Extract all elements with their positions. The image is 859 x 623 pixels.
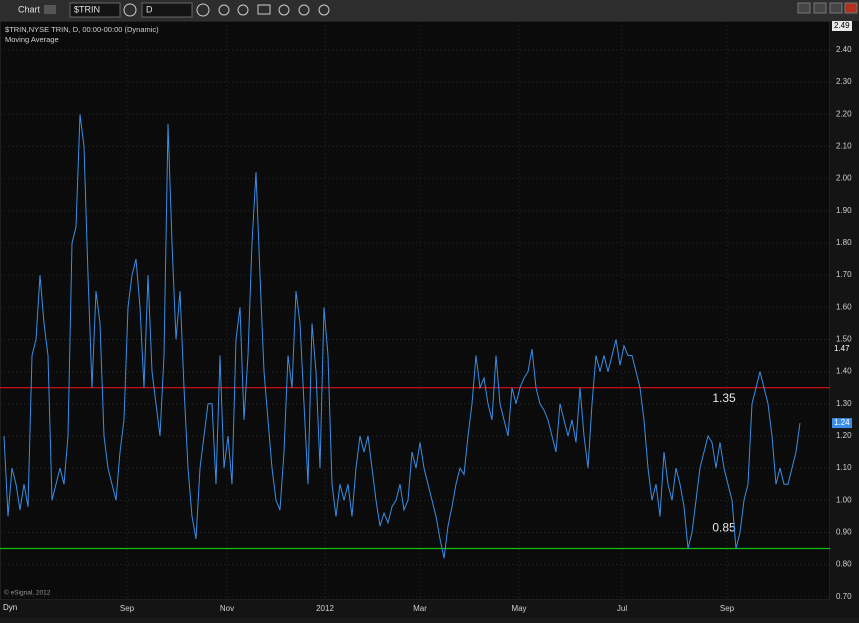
y-tick-label: 2.40 [836,45,852,54]
plot-area [0,20,831,601]
close-button[interactable] [844,2,858,14]
y-tick-label: 1.80 [836,238,852,247]
x-tick-label: Sep [720,604,735,613]
y-tick-label: 1.10 [836,463,852,472]
link-icon[interactable] [44,5,56,14]
cursor-icon[interactable] [237,4,249,16]
series-legend: $TRIN,NYSE TRIN, D, 00:00-00:00 (Dynamic… [5,25,159,34]
y-tick-label: 1.50 [836,335,852,344]
window-title: Chart [18,4,41,14]
x-tick-label: Nov [220,604,234,613]
y-tick-label: 1.20 [836,431,852,440]
y-tick-label: 2.20 [836,109,852,118]
x-tick-label: Mar [413,604,427,613]
price-marker-label: 1.24 [834,418,850,427]
price-marker [832,344,852,355]
restore-button[interactable] [797,2,811,14]
play-icon[interactable] [278,4,290,16]
y-tick-label: 2.30 [836,77,852,86]
price-marker [832,418,852,429]
y-tick-label: 1.70 [836,270,852,279]
reference-label: 1.35 [712,391,736,405]
y-tick-label: 1.60 [836,302,852,311]
maximize-button[interactable] [829,2,843,14]
erase-icon[interactable] [318,4,330,16]
y-tick-label: 0.80 [836,560,852,569]
price-marker-label: 1.47 [834,344,850,353]
price-marker [832,21,852,31]
zoom-icon[interactable] [298,4,310,16]
interval[interactable]: D [146,4,153,14]
copyright: © eSignal, 2012 [4,589,51,597]
study-legend: Moving Average [5,35,59,44]
x-tick-label: 2012 [316,604,334,613]
y-tick-label: 1.40 [836,367,852,376]
series-line [3,114,801,559]
time-axis [0,600,830,618]
x-tick-label: Sep [120,604,135,613]
y-tick-label: 1.90 [836,206,852,215]
minimize-button[interactable] [813,2,827,14]
y-tick-label: 0.90 [836,528,852,537]
interval-box[interactable] [141,2,193,18]
symbol-box[interactable] [69,2,121,18]
x-tick-label: May [511,604,526,613]
reference-label: 0.85 [712,521,736,535]
price-marker-label: 2.49 [834,21,850,30]
y-tick-label: 2.00 [836,174,852,183]
symbol[interactable]: $TRIN [74,4,100,14]
settings-icon[interactable] [123,3,137,17]
y-tick-label: 1.30 [836,399,852,408]
time-icon[interactable] [196,3,210,17]
tool-icon[interactable] [257,4,271,15]
y-tick-label: 0.70 [836,592,852,601]
toolbar [0,0,859,21]
y-tick-label: 1.00 [836,495,852,504]
x-tick-label: Jul [617,604,627,613]
draw-icon[interactable] [218,4,230,16]
y-tick-label: 2.10 [836,142,852,151]
price-axis [830,21,859,618]
mode-label[interactable]: Dyn [3,603,17,612]
